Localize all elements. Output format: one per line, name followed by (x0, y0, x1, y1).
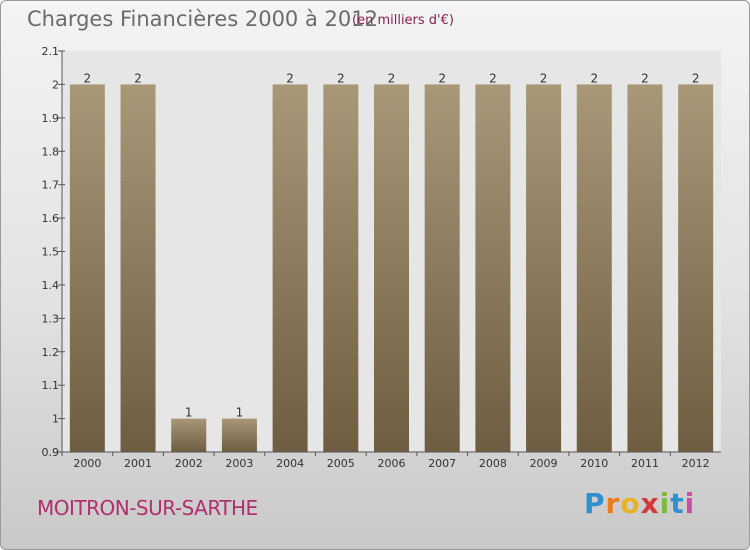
y-tick-label-1: 1 (52, 413, 59, 426)
y-tick-label-1.3: 1.3 (42, 312, 60, 325)
logo-letter: t (670, 487, 685, 520)
chart-title: Charges Financières 2000 à 2012 (27, 7, 378, 31)
y-tick-label-1.5: 1.5 (42, 246, 60, 259)
y-tick-label-1.4: 1.4 (42, 279, 60, 292)
bar-2005 (323, 84, 359, 453)
y-tick-label-1.9: 1.9 (42, 112, 60, 125)
bar-2004 (272, 84, 308, 453)
x-tick-label-2007: 2007 (428, 457, 456, 470)
x-tick-label-2006: 2006 (378, 457, 406, 470)
y-tick-label-1.2: 1.2 (42, 346, 60, 359)
y-tick-label-1.8: 1.8 (42, 145, 60, 158)
y-tick-label-1.6: 1.6 (42, 212, 60, 225)
bar-2010 (576, 84, 612, 453)
x-tick-label-2000: 2000 (73, 457, 101, 470)
logo-letter: i (659, 487, 671, 520)
bar-2011 (627, 84, 663, 453)
data-label-2005: 2 (337, 71, 345, 85)
logo-letter: x (640, 487, 660, 520)
x-tick-label-2003: 2003 (225, 457, 253, 470)
data-label-2002: 1 (185, 406, 193, 420)
data-label-2004: 2 (286, 71, 294, 85)
logo-letter: P (584, 487, 606, 520)
data-label-2012: 2 (692, 71, 700, 85)
bar-2008 (475, 84, 511, 453)
bar-2012 (678, 84, 714, 453)
x-tick-label-2005: 2005 (327, 457, 355, 470)
y-tick-label-2.1: 2.1 (42, 45, 60, 58)
y-tick-label-1.7: 1.7 (42, 179, 60, 192)
x-tick-label-2010: 2010 (580, 457, 608, 470)
data-label-2011: 2 (641, 71, 649, 85)
y-tick-label-2: 2 (52, 78, 59, 91)
data-label-2009: 2 (540, 71, 548, 85)
x-tick-label-2008: 2008 (479, 457, 507, 470)
proxiti-logo: Proxiti (584, 487, 695, 520)
x-tick-label-2009: 2009 (530, 457, 558, 470)
city-name: MOITRON-SUR-SARTHE (37, 496, 258, 520)
bar-2003 (221, 418, 257, 452)
bar-2002 (171, 418, 207, 452)
bar-2001 (120, 84, 156, 453)
data-label-2006: 2 (388, 71, 396, 85)
x-tick-label-2011: 2011 (631, 457, 659, 470)
y-tick-label-1.1: 1.1 (42, 379, 60, 392)
data-label-2003: 1 (236, 406, 244, 420)
data-label-2008: 2 (489, 71, 497, 85)
bar-2007 (424, 84, 460, 453)
x-tick-label-2012: 2012 (682, 457, 710, 470)
x-tick-label-2002: 2002 (175, 457, 203, 470)
data-label-2007: 2 (438, 71, 446, 85)
logo-letter: o (620, 487, 641, 520)
bar-2000 (69, 84, 105, 453)
logo-letter: i (684, 487, 696, 520)
bar-2009 (526, 84, 562, 453)
x-tick-label-2001: 2001 (124, 457, 152, 470)
chart-subtitle: (en milliers d'€) (352, 13, 454, 28)
data-label-2001: 2 (134, 71, 142, 85)
logo-letter: r (605, 487, 621, 520)
data-label-2010: 2 (590, 71, 598, 85)
x-tick-label-2004: 2004 (276, 457, 304, 470)
y-tick-label-0.9: 0.9 (42, 446, 60, 459)
data-label-2000: 2 (84, 71, 92, 85)
bar-2006 (374, 84, 409, 453)
